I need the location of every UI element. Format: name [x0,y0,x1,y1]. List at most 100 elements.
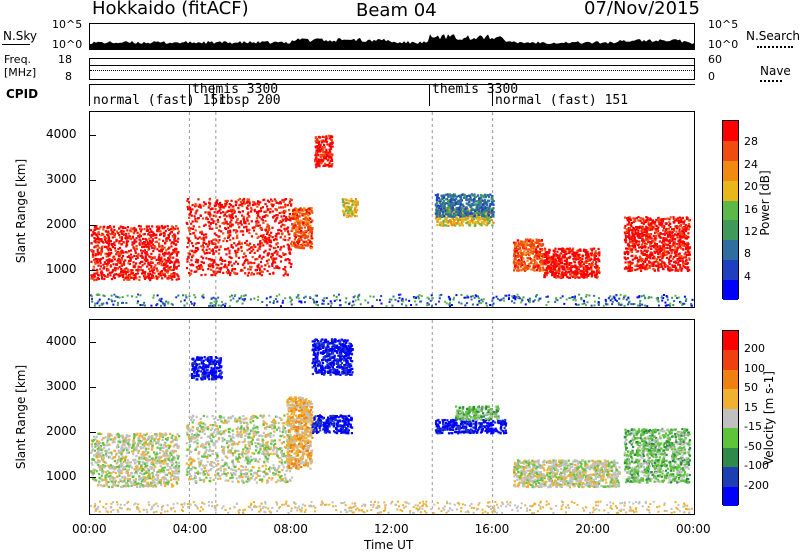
colorbar-segment [723,350,738,371]
colorbar-segment [723,331,738,351]
nave-tick-bottom: 0 [708,70,715,83]
colorbar-segment [723,140,738,162]
y-tick-mark [90,269,96,271]
cpid-segment-normal-1: normal (fast) 151 [93,93,227,108]
colorbar-tick-label: 15 [744,400,758,414]
colorbar-tick-label: 200 [744,342,765,356]
y-tick-mark [90,224,96,226]
x-tick-label: 00:00 [676,522,711,536]
echo-region [185,414,294,484]
cpid-segment-themis-2: themis 3300 [432,82,519,97]
colorbar-segment [723,389,738,410]
nsearch-tick-top: 10^5 [708,18,739,31]
x-tick-label: 16:00 [474,522,510,536]
echo-region [434,193,495,218]
velocity-cbar-label-box: Velocity [m s-1] [762,355,776,485]
velocity-colorbar [722,330,739,507]
y-tick-mark [90,387,96,389]
cpid-tick-start [89,84,90,106]
nsky-underline [2,44,30,45]
power-panel [89,111,695,308]
cpid-segment-normal-2: normal (fast) 151 [495,93,629,108]
colorbar-segment [723,447,738,468]
y-tick-label: 4000 [46,334,77,349]
colorbar-segment [723,160,738,182]
nsky-panel [89,23,695,50]
cpid-segment-themis-1: themis 3300 [192,82,279,97]
nsearch-legend-line [757,46,793,48]
velocity-heatmap [90,320,694,515]
nsearch-label: N.Search [746,29,800,43]
y-tick-label: 2000 [46,216,77,231]
nave-line [90,70,694,71]
velocity-colorbar-label: Velocity [m s-1] [762,371,776,465]
echo-region [341,197,359,218]
colorbar-segment [723,121,738,142]
cpid-segment-rbsp: rbsp 200 [218,93,281,108]
echo-region [185,197,294,277]
colorbar-segment [723,240,738,261]
y-tick-mark [90,134,96,136]
colorbar-segment [723,486,738,507]
y-tick-mark [90,477,96,479]
echo-region [434,418,508,435]
ground-scatter-band [90,500,694,515]
power-colorbar [722,120,739,301]
power-colorbar-fill [723,121,738,301]
power-ylabel: Slant Range [km] [14,158,28,264]
colorbar-tick-label: -50 [744,439,762,453]
echo-region [543,247,601,279]
colorbar-tick-label: 100 [744,361,765,375]
y-tick-mark [90,342,96,344]
echo-region [311,414,354,435]
x-axis-label: Time UT [364,538,414,552]
colorbar-tick-label: -200 [744,478,769,492]
x-tick-label: 00:00 [72,522,107,536]
colorbar-segment [723,260,738,281]
echo-region [190,356,223,381]
velocity-ylabel: Slant Range [km] [14,364,28,470]
colorbar-tick-label: -100 [744,459,769,473]
freq-tick-top: 18 [58,53,72,66]
colorbar-segment [723,180,738,202]
nsky-trace [90,34,694,49]
colorbar-tick-label: 12 [744,224,758,238]
echo-region [90,432,181,489]
velocity-ylabel-box: Slant Range [km] [12,354,28,484]
x-tick-label: 12:00 [374,522,409,536]
station-title: Hokkaido (fitACF) [92,0,249,19]
y-tick-label: 3000 [46,379,77,394]
colorbar-tick-label: 4 [744,269,751,283]
colorbar-segment [723,428,738,449]
power-colorbar-label: Power [dB] [758,170,772,236]
nave-label: Nave [760,64,791,78]
freq-panel [89,58,695,80]
colorbar-segment [723,200,738,221]
colorbar-tick-label: 50 [744,381,758,395]
echo-region [291,207,314,250]
y-tick-label: 1000 [46,261,77,276]
cpid-tick-themis1 [189,84,190,106]
y-tick-mark [90,179,96,181]
echo-region [311,338,354,376]
x-tick-label: 04:00 [172,522,208,536]
colorbar-tick-label: -15 [744,420,762,434]
x-tick-label: 08:00 [273,522,308,536]
colorbar-segment [723,220,738,241]
y-tick-label: 2000 [46,424,77,439]
echo-region [314,134,334,169]
y-tick-mark [90,432,96,434]
colorbar-segment [723,408,738,429]
nave-legend-line [760,80,782,82]
cpid-tick-rbsp [213,84,214,106]
echo-region [454,405,500,421]
y-tick-label: 1000 [46,469,77,484]
cpid-label: CPID [6,87,39,101]
colorbar-tick-label: 8 [744,247,751,261]
nave-tick-top: 60 [708,53,722,66]
cpid-tick-themis2 [429,84,430,106]
freq-unit: [MHz] [4,66,37,79]
beam-title: Beam 04 [356,0,437,21]
colorbar-tick-label: 24 [744,157,758,171]
echo-region [90,224,180,282]
